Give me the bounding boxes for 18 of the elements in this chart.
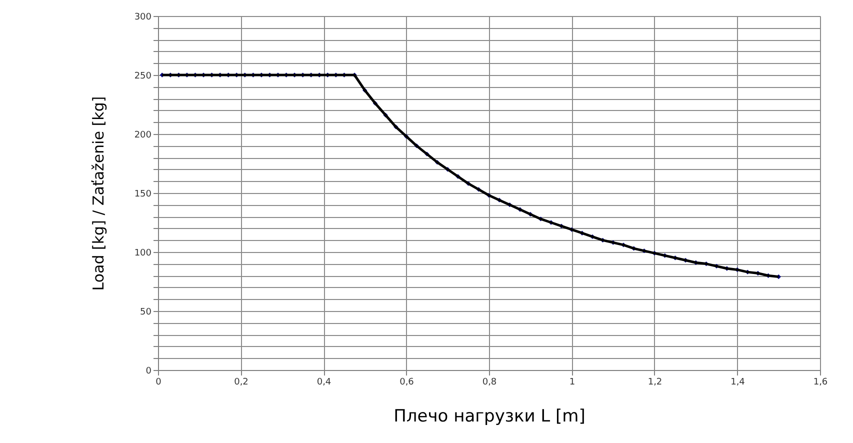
- y-tick-label: 250: [134, 72, 152, 82]
- y-tick-label: 50: [140, 308, 152, 318]
- y-tick-label: 0: [146, 366, 152, 376]
- y-axis-title: Load [kg] / Zaťaženie [kg]: [89, 96, 108, 291]
- y-tick-label: 150: [134, 190, 152, 200]
- y-tick-label: 100: [134, 248, 152, 258]
- x-tick-label: 1: [569, 378, 576, 388]
- x-tick-label: 0,6: [400, 378, 414, 388]
- x-tick-label: 0,2: [234, 378, 248, 388]
- x-tick-label: 0,4: [316, 378, 332, 388]
- x-tick-label: 1,2: [648, 378, 662, 388]
- y-tick-label: 200: [134, 130, 152, 140]
- x-tick-label: 1,6: [813, 378, 828, 388]
- x-tick-label: 0: [156, 378, 162, 388]
- x-tick-label: 1,4: [730, 378, 746, 388]
- y-tick-label: 300: [134, 12, 152, 22]
- x-tick-label: 0,8: [482, 378, 497, 388]
- x-axis-title: Плечо нагрузки L [m]: [394, 406, 586, 426]
